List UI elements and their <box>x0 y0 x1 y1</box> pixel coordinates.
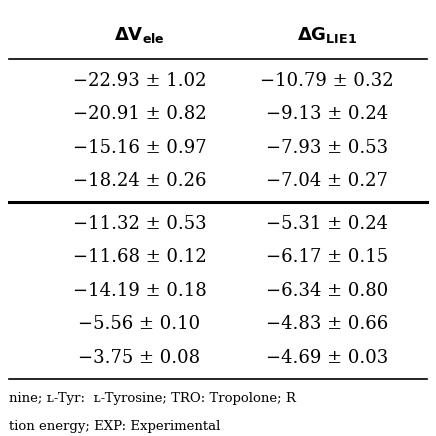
Text: nine; ʟ-Tyr:  ʟ-Tyrosine; TRO: Tropolone; R: nine; ʟ-Tyr: ʟ-Tyrosine; TRO: Tropolone;… <box>9 392 296 405</box>
Text: −4.69 ± 0.03: −4.69 ± 0.03 <box>266 348 388 367</box>
Text: −14.19 ± 0.18: −14.19 ± 0.18 <box>73 282 206 300</box>
Text: −11.32 ± 0.53: −11.32 ± 0.53 <box>73 215 206 233</box>
Text: −15.16 ± 0.97: −15.16 ± 0.97 <box>73 139 206 157</box>
Text: −7.93 ± 0.53: −7.93 ± 0.53 <box>266 139 388 157</box>
Text: −22.93 ± 1.02: −22.93 ± 1.02 <box>73 72 206 90</box>
Text: −10.79 ± 0.32: −10.79 ± 0.32 <box>260 72 394 90</box>
Text: $\mathbf{\Delta V_{ele}}$: $\mathbf{\Delta V_{ele}}$ <box>114 25 165 44</box>
Text: −20.91 ± 0.82: −20.91 ± 0.82 <box>73 106 206 123</box>
Text: −9.13 ± 0.24: −9.13 ± 0.24 <box>266 106 388 123</box>
Text: −7.04 ± 0.27: −7.04 ± 0.27 <box>266 172 388 190</box>
Text: −18.24 ± 0.26: −18.24 ± 0.26 <box>73 172 206 190</box>
Text: −4.83 ± 0.66: −4.83 ± 0.66 <box>266 315 388 333</box>
Text: −6.34 ± 0.80: −6.34 ± 0.80 <box>266 282 388 300</box>
Text: −5.31 ± 0.24: −5.31 ± 0.24 <box>266 215 388 233</box>
Text: $\mathbf{\Delta G_{LIE1}}$: $\mathbf{\Delta G_{LIE1}}$ <box>297 25 357 44</box>
Text: −5.56 ± 0.10: −5.56 ± 0.10 <box>78 315 201 333</box>
Text: −3.75 ± 0.08: −3.75 ± 0.08 <box>78 348 201 367</box>
Text: −6.17 ± 0.15: −6.17 ± 0.15 <box>266 249 388 266</box>
Text: −11.68 ± 0.12: −11.68 ± 0.12 <box>73 249 206 266</box>
Text: tion energy; EXP: Experimental: tion energy; EXP: Experimental <box>9 420 220 433</box>
